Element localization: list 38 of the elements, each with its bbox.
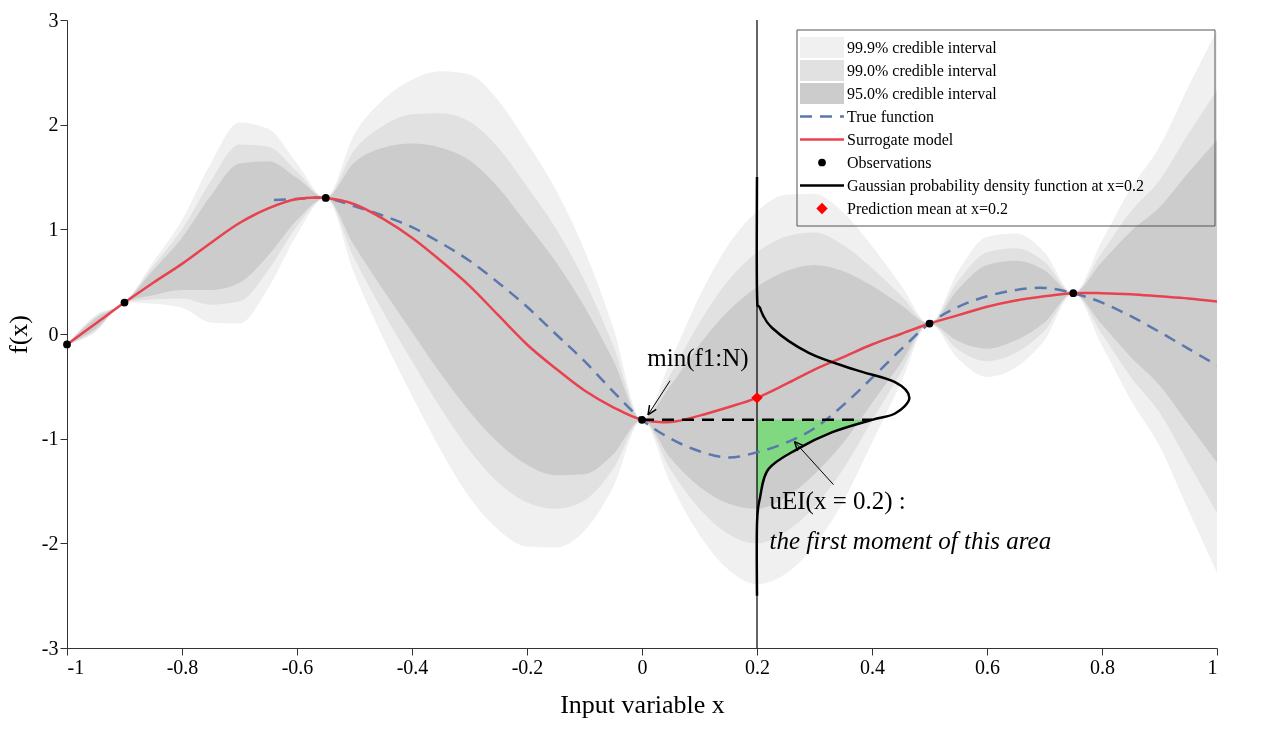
point xyxy=(751,392,763,404)
y-tick-label: 2 xyxy=(48,113,59,136)
y-tick-label: -3 xyxy=(41,636,59,659)
annotation: uEI(x = 0.2) : xyxy=(769,486,906,515)
x-tick-label: 0.6 xyxy=(975,655,1000,678)
x-axis-title: Input variable x xyxy=(560,689,725,719)
x-tick-label: -0.6 xyxy=(281,655,314,678)
legend-label: Prediction mean at x=0.2 xyxy=(847,199,1008,217)
x-tick-label: 0.4 xyxy=(860,655,885,678)
x-tick-label: -0.2 xyxy=(511,655,544,678)
legend-label: 99.9% credible interval xyxy=(847,38,998,56)
y-tick-label: 3 xyxy=(48,8,59,31)
x-tick-label: -0.4 xyxy=(396,655,429,678)
legend-label: Gaussian probability density function at x=0.2 xyxy=(847,176,1144,195)
x-tick-label: 0.2 xyxy=(745,655,770,678)
x-tick-label: 1 xyxy=(1207,655,1218,678)
annotation: the first moment of this area xyxy=(769,526,1052,554)
legend-label: Surrogate model xyxy=(847,130,954,149)
x-tick-label: -0.8 xyxy=(166,655,199,678)
y-tick-label: -2 xyxy=(41,531,59,554)
annotation: min(f1:N) xyxy=(647,343,749,372)
point xyxy=(925,319,934,328)
legend-label: 95.0% credible interval xyxy=(847,84,998,102)
y-axis-title: f(x) xyxy=(3,315,33,354)
x-tick-label: 0 xyxy=(637,655,648,678)
legend-label: 99.0% credible interval xyxy=(847,61,998,79)
y-tick-label: 1 xyxy=(48,217,59,240)
point xyxy=(638,415,646,424)
legend-label: Observations xyxy=(847,153,932,171)
y-tick-label: -1 xyxy=(41,427,59,450)
x-tick-label: -1 xyxy=(67,655,85,678)
x-tick-label: 0.8 xyxy=(1090,655,1115,678)
point xyxy=(321,194,330,202)
point xyxy=(63,340,71,349)
point xyxy=(1069,289,1078,298)
point xyxy=(120,298,129,307)
y-tick-label: 0 xyxy=(48,322,59,345)
legend-label: True function xyxy=(847,107,934,125)
